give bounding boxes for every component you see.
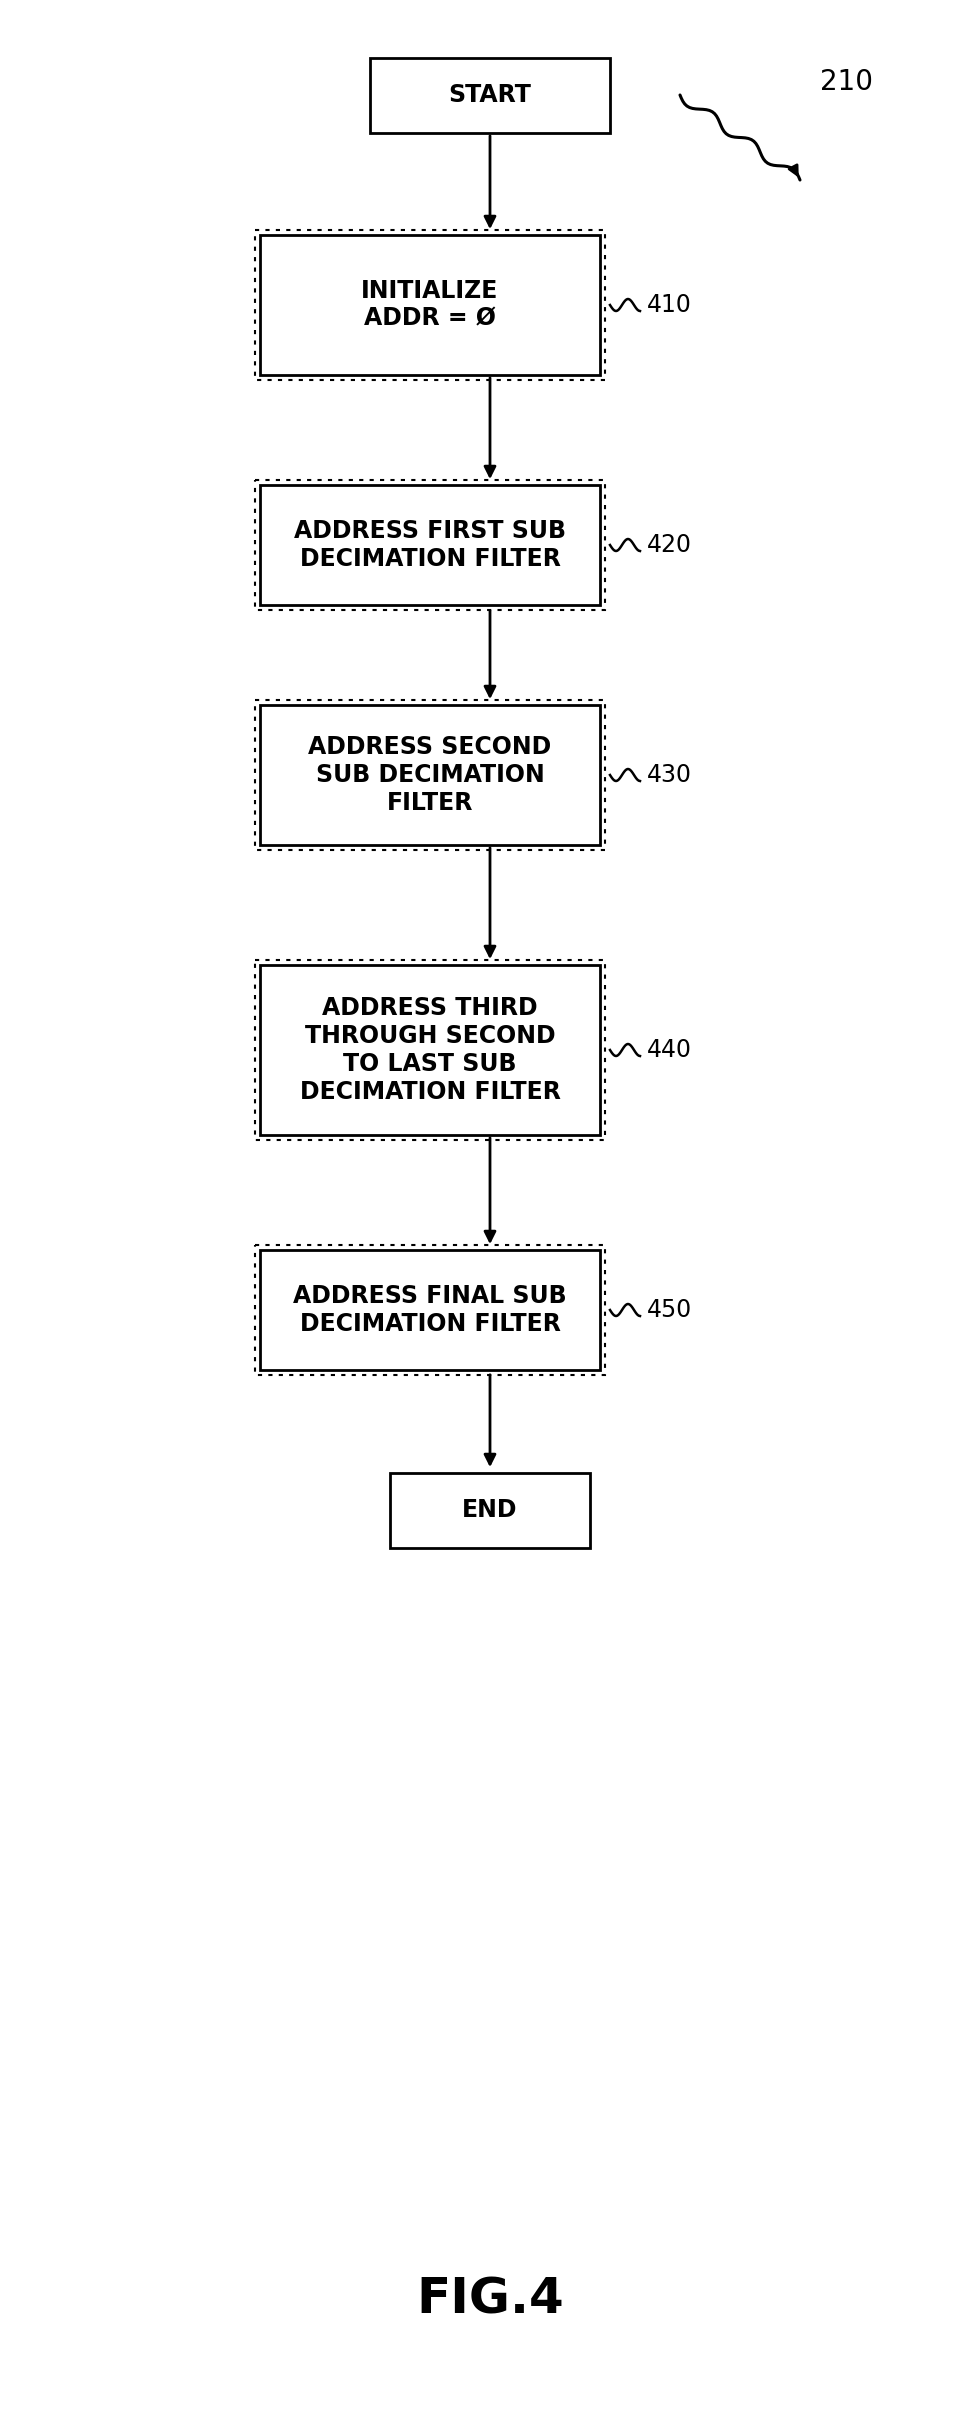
Text: INITIALIZE
ADDR = Ø: INITIALIZE ADDR = Ø xyxy=(362,279,499,330)
Bar xyxy=(390,1473,590,1548)
Bar xyxy=(260,965,600,1135)
Bar xyxy=(255,1244,605,1375)
Text: ADDRESS FIRST SUB
DECIMATION FILTER: ADDRESS FIRST SUB DECIMATION FILTER xyxy=(294,520,566,571)
Text: 420: 420 xyxy=(647,532,692,556)
Bar xyxy=(255,960,605,1140)
Text: START: START xyxy=(449,83,531,107)
Bar xyxy=(255,481,605,610)
Bar xyxy=(370,58,610,134)
Text: 210: 210 xyxy=(820,68,873,97)
Bar xyxy=(260,1249,600,1371)
Text: 440: 440 xyxy=(647,1038,692,1062)
Text: 450: 450 xyxy=(647,1298,692,1322)
Text: 410: 410 xyxy=(647,294,692,316)
Text: ADDRESS THIRD
THROUGH SECOND
TO LAST SUB
DECIMATION FILTER: ADDRESS THIRD THROUGH SECOND TO LAST SUB… xyxy=(300,996,561,1103)
Bar xyxy=(255,231,605,379)
Bar xyxy=(260,236,600,374)
Bar xyxy=(255,700,605,850)
Text: ADDRESS SECOND
SUB DECIMATION
FILTER: ADDRESS SECOND SUB DECIMATION FILTER xyxy=(309,736,552,814)
Text: FIG.4: FIG.4 xyxy=(416,2277,564,2323)
Bar xyxy=(260,705,600,846)
Text: 430: 430 xyxy=(647,763,692,787)
Bar xyxy=(260,486,600,605)
Text: ADDRESS FINAL SUB
DECIMATION FILTER: ADDRESS FINAL SUB DECIMATION FILTER xyxy=(293,1283,566,1336)
Text: END: END xyxy=(463,1497,517,1521)
